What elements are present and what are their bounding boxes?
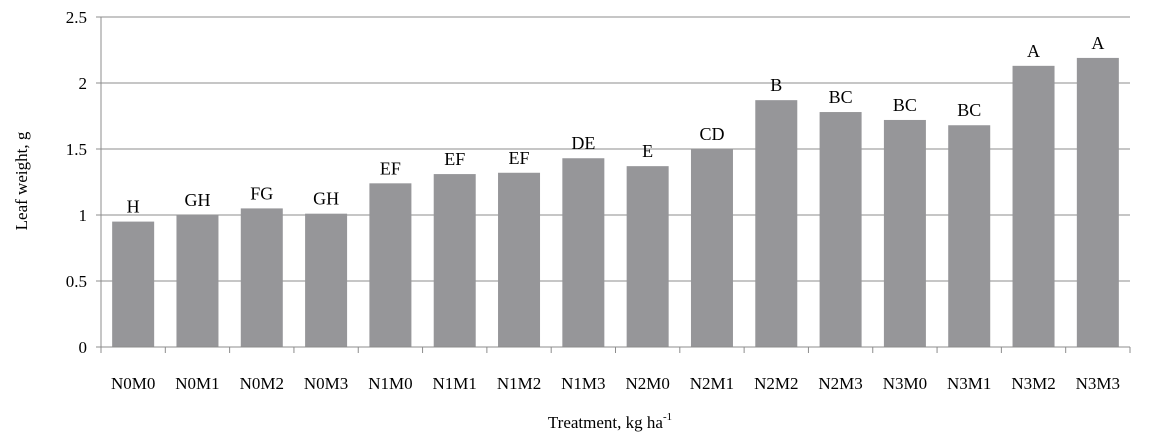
bar: [1076, 57, 1119, 348]
y-tick-label: 0.5: [66, 272, 87, 291]
bar: [819, 112, 862, 347]
bar: [240, 208, 283, 347]
x-axis-title-main: Treatment, kg ha: [548, 413, 664, 432]
bar: [369, 183, 412, 347]
bar-significance-label: CD: [699, 124, 724, 144]
x-tick-label: N3M1: [947, 374, 991, 393]
y-tick-label: 2: [79, 74, 88, 93]
bar: [562, 158, 605, 347]
x-tick-label: N2M0: [625, 374, 669, 393]
x-tick-label: N1M1: [433, 374, 477, 393]
bar: [883, 119, 926, 348]
bar-significance-label: EF: [380, 158, 401, 178]
bar: [498, 172, 541, 347]
x-axis-title: Treatment, kg ha-1: [548, 411, 672, 432]
x-tick-label: N1M0: [368, 374, 412, 393]
y-tick-label: 0: [79, 338, 88, 357]
y-axis-title: Leaf weight, g: [12, 131, 31, 230]
bar: [755, 100, 798, 347]
bar-significance-label: BC: [893, 95, 917, 115]
x-axis-title-superscript: -1: [663, 411, 672, 423]
bars: [112, 57, 1119, 348]
y-tick-label: 1.5: [66, 140, 87, 159]
x-tick-label: N2M1: [690, 374, 734, 393]
x-tick-label: N1M2: [497, 374, 541, 393]
bar-significance-label: A: [1091, 33, 1104, 53]
axes: [96, 16, 1131, 353]
bar: [626, 166, 669, 347]
bar-significance-label: B: [770, 75, 782, 95]
bar-significance-label: BC: [829, 87, 853, 107]
y-tick-label: 1: [79, 206, 88, 225]
x-tick-label: N3M3: [1076, 374, 1120, 393]
y-tick-label: 2.5: [66, 8, 87, 27]
x-tick-labels: N0M0 N0M1 N0M2 N0M3 N1M0 N1M1 N1M2 N1M3 N2M0 N2M1…: [111, 374, 1120, 393]
x-tick-label: N2M3: [818, 374, 862, 393]
bar-significance-label: A: [1027, 41, 1040, 61]
x-tick-label: N0M2: [240, 374, 284, 393]
bar-significance-label: FG: [250, 183, 273, 203]
bar: [433, 174, 476, 347]
bar: [948, 125, 991, 348]
bar-significance-label: E: [642, 141, 653, 161]
bar: [305, 213, 348, 347]
bar: [112, 221, 155, 347]
x-tick-label: N2M2: [754, 374, 798, 393]
significance-labels: H GH FG GH EF EF EF DE E CD B BC BC BC A A: [127, 33, 1105, 217]
x-tick-label: N3M0: [883, 374, 927, 393]
x-tick-label: N0M3: [304, 374, 348, 393]
x-tick-label: N3M2: [1011, 374, 1055, 393]
bar: [690, 149, 733, 347]
bar-significance-label: EF: [444, 149, 465, 169]
bar-significance-label: BC: [957, 100, 981, 120]
bar: [176, 215, 219, 347]
x-tick-label: N1M3: [561, 374, 605, 393]
bar: [1012, 65, 1055, 347]
x-tick-label: N0M1: [175, 374, 219, 393]
x-tick-label: N0M0: [111, 374, 155, 393]
bar-significance-label: H: [127, 197, 140, 217]
bar-significance-label: DE: [571, 133, 595, 153]
bar-significance-label: EF: [509, 148, 530, 168]
bar-significance-label: GH: [184, 190, 210, 210]
bar-significance-label: GH: [313, 189, 339, 209]
y-tick-labels: 0 0.5 1 1.5 2 2.5: [66, 8, 87, 357]
